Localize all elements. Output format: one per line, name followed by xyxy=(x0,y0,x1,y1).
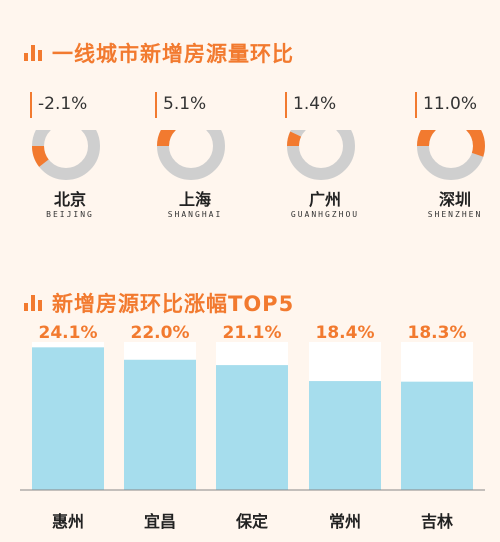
ring-track xyxy=(287,130,355,180)
city-name: 广州 xyxy=(308,190,341,209)
bar xyxy=(309,381,381,490)
city-name: 北京 xyxy=(53,190,86,209)
bar xyxy=(216,365,288,490)
bar-category-label: 惠州 xyxy=(51,512,84,531)
city-ring xyxy=(32,130,100,180)
city-name: 上海 xyxy=(178,190,211,209)
city-change-value: -2.1% xyxy=(38,94,88,114)
bar-chart-icon xyxy=(24,45,42,61)
ring-track xyxy=(157,130,225,180)
ring-value-arc xyxy=(32,130,100,180)
ring-track xyxy=(32,130,100,180)
city-tick xyxy=(285,92,287,118)
bar-value-label: 21.1% xyxy=(223,323,282,343)
bar xyxy=(32,347,104,490)
ring-value-arc xyxy=(287,130,355,180)
ring-value-arc xyxy=(157,130,225,180)
city-ring xyxy=(417,130,485,180)
city-change-value: 11.0% xyxy=(423,94,478,114)
bar-category-label: 保定 xyxy=(235,512,268,531)
bar xyxy=(124,359,196,490)
city-tick xyxy=(155,92,157,118)
city-pinyin: SHANGHAI xyxy=(167,210,223,219)
city-change-value: 5.1% xyxy=(163,94,207,114)
ring-track xyxy=(417,130,485,180)
top5-bar-chart: 24.1% 22.0% 21.1% 18.4% 18.3% xyxy=(20,323,485,491)
section-title-first-tier: 一线城市新增房源量环比 xyxy=(24,38,294,68)
section-title-top5: 新增房源环比涨幅TOP5 xyxy=(24,288,294,318)
city-change-value: 1.4% xyxy=(293,94,337,114)
bar-chart-icon xyxy=(24,295,42,311)
city-pinyin: BEIJING xyxy=(46,210,94,219)
bar-value-label: 24.1% xyxy=(39,323,98,343)
city-ring xyxy=(157,130,225,180)
section-title-text: 新增房源环比涨幅TOP5 xyxy=(52,292,295,316)
bar-category-label: 吉林 xyxy=(420,512,453,531)
city-ring xyxy=(287,130,355,180)
city-tick xyxy=(30,92,32,118)
city-pinyin: SHENZHEN xyxy=(427,210,483,219)
bar-category-label: 常州 xyxy=(328,512,361,531)
bar-value-label: 18.4% xyxy=(316,323,375,343)
city-name: 深圳 xyxy=(438,190,471,209)
city-tick xyxy=(415,92,417,118)
bar-value-label: 18.3% xyxy=(408,323,467,343)
bar-category-label: 宜昌 xyxy=(143,512,176,531)
bar xyxy=(401,381,473,490)
bar-value-label: 22.0% xyxy=(131,323,190,343)
ring-value-arc xyxy=(417,130,485,180)
city-pinyin: GUANHGZHOU xyxy=(290,210,360,219)
section-title-text: 一线城市新增房源量环比 xyxy=(52,42,294,66)
